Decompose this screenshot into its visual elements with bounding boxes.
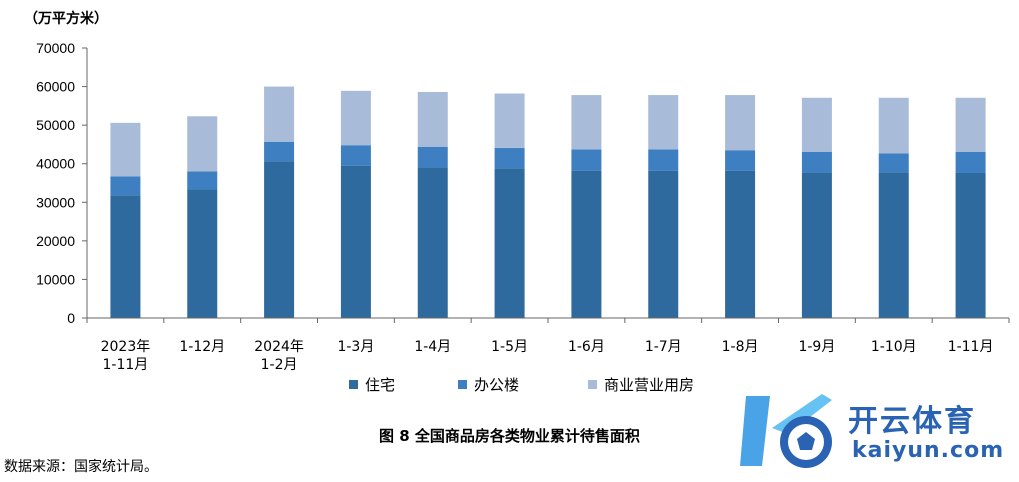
bar-segment-住宅: [340, 165, 371, 318]
bar-segment-办公楼: [417, 146, 448, 168]
bar-segment-商业营业用房: [648, 95, 679, 150]
bar-segment-商业营业用房: [264, 86, 295, 142]
bar-segment-办公楼: [110, 176, 141, 196]
x-tick-label: 1-12月: [179, 339, 225, 355]
bar-segment-住宅: [110, 195, 141, 318]
bar-segment-商业营业用房: [801, 97, 832, 152]
bar-segment-住宅: [955, 172, 986, 318]
bar-segment-住宅: [264, 161, 295, 318]
x-tick-label: 1-11月: [103, 357, 149, 373]
stacked-bar-chart: 0 10000 20000 30000 40000 50000 60000 70000 202…: [36, 40, 1010, 394]
bar-segment-办公楼: [801, 151, 832, 173]
bar-segment-办公楼: [264, 141, 295, 162]
bar-segment-商业营业用房: [187, 116, 218, 172]
x-tick-label: 1-5月: [491, 339, 528, 355]
x-tick-label: 1-9月: [798, 339, 835, 355]
legend-label: 商业营业用房: [604, 376, 694, 394]
y-tick-label: 50000: [36, 117, 75, 133]
bars: [110, 86, 986, 318]
bar-segment-住宅: [494, 168, 525, 318]
bar-segment-住宅: [571, 170, 602, 318]
bar-segment-住宅: [801, 172, 832, 318]
y-tick-label: 30000: [36, 194, 75, 210]
unit-label: （万平方米）: [24, 11, 108, 27]
legend-swatch: [349, 380, 358, 389]
y-tick-label: 70000: [36, 40, 75, 56]
bar-segment-住宅: [187, 189, 218, 318]
bar-segment-办公楼: [494, 147, 525, 169]
watermark-title: 开云体育: [848, 404, 976, 439]
y-tick-label: 20000: [36, 233, 75, 249]
bar-segment-商业营业用房: [340, 90, 371, 146]
y-tick-label: 60000: [36, 79, 75, 95]
bar-segment-商业营业用房: [878, 97, 909, 154]
bar-segment-商业营业用房: [571, 95, 602, 150]
bar-segment-商业营业用房: [494, 93, 525, 148]
legend: 住宅 办公楼 商业营业用房: [349, 376, 694, 394]
x-tick-label: 1-11月: [948, 339, 994, 355]
bar-segment-商业营业用房: [725, 95, 756, 151]
bar-segment-办公楼: [340, 145, 371, 166]
x-tick-label: 1-3月: [337, 339, 374, 355]
bar-segment-住宅: [725, 170, 756, 318]
bar-segment-商业营业用房: [955, 97, 986, 152]
k-soccer-ball-logo-icon: [740, 394, 832, 468]
bar-segment-办公楼: [878, 153, 909, 173]
y-tick-label: 40000: [36, 156, 75, 172]
legend-label: 住宅: [365, 376, 395, 394]
x-tick-label: 2024年: [254, 339, 304, 355]
y-tick-label: 10000: [36, 271, 75, 287]
x-tick-label: 1-4月: [414, 339, 451, 355]
y-axis: 0 10000 20000 30000 40000 50000 60000 70000: [36, 40, 88, 326]
x-tick-label: 1-10月: [871, 339, 917, 355]
bar-segment-商业营业用房: [417, 91, 448, 147]
legend-swatch: [588, 380, 597, 389]
x-axis: 2023年 1-11月 1-12月 2024年 1-2月 1-3月 1-4月 1-5月 1-6月…: [86, 317, 1010, 373]
x-tick-label: 1-6月: [568, 339, 605, 355]
x-tick-label: 1-2月: [261, 357, 298, 373]
bar-segment-住宅: [417, 167, 448, 318]
watermark-url: kaiyun.com: [852, 438, 1005, 463]
bar-segment-办公楼: [648, 149, 679, 171]
bar-segment-商业营业用房: [110, 122, 141, 177]
source-note: 数据来源：国家统计局。: [4, 459, 158, 475]
y-tick-label: 0: [67, 310, 75, 326]
bar-segment-办公楼: [187, 171, 218, 190]
chart-caption: 图 8 全国商品房各类物业累计待售面积: [379, 427, 640, 445]
legend-label: 办公楼: [474, 376, 519, 394]
bar-segment-住宅: [648, 170, 679, 318]
bar-segment-办公楼: [955, 151, 986, 173]
x-tick-label: 1-8月: [722, 339, 759, 355]
legend-swatch: [458, 380, 467, 389]
bar-segment-办公楼: [571, 149, 602, 171]
bar-segment-办公楼: [725, 150, 756, 171]
watermark: 开云体育 kaiyun.com: [736, 382, 1016, 478]
bar-segment-住宅: [878, 172, 909, 318]
x-tick-label: 2023年: [101, 339, 151, 355]
x-tick-label: 1-7月: [645, 339, 682, 355]
